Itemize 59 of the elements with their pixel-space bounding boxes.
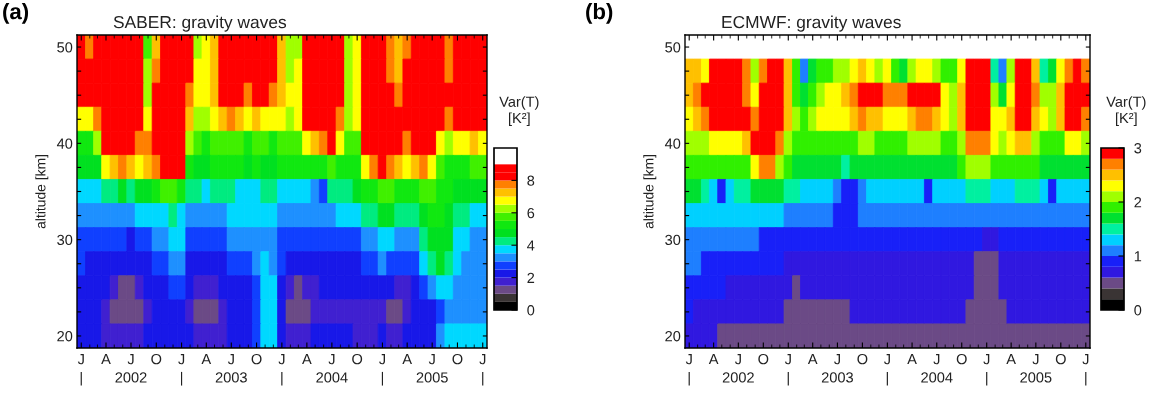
x-tick-label: J 2005 (416, 354, 448, 383)
x-tick-label: O (857, 353, 868, 365)
x-tick-label: J | (883, 354, 890, 386)
x-tick-label: J | (983, 354, 990, 386)
x-tick-label: O (251, 353, 262, 365)
color-bar-label: 4 (527, 240, 535, 251)
x-tick-label: O (352, 353, 363, 365)
x-tick-label: J | (77, 354, 84, 386)
color-bar-title: Var(T) [K²] (1106, 96, 1146, 127)
y-axis-title: altitude [km] (35, 155, 49, 229)
x-tick-label: J 2003 (215, 354, 247, 383)
text: (a) (3, 3, 29, 24)
color-bar-label: 6 (527, 207, 535, 219)
x-tick-label: J | (278, 354, 285, 386)
x-tick-label: J 2002 (722, 354, 754, 383)
color-bar-label: 0 (527, 305, 535, 316)
x-tick-label: J 2005 (1020, 354, 1052, 383)
x-tick-label: A (807, 354, 818, 365)
color-bar-label: 2 (1134, 197, 1142, 208)
color-bar-label: 2 (527, 272, 535, 283)
x-tick-label: O (956, 353, 967, 365)
x-tick-label: O (1055, 353, 1066, 365)
color-bar-label: 0 (1134, 305, 1142, 316)
y-tick-label: 50 (665, 42, 681, 53)
x-tick-label: J | (784, 354, 791, 386)
x-tick-label: J 2004 (921, 354, 953, 383)
x-tick-label: A (907, 354, 917, 365)
x-tick-label: J | (1082, 354, 1089, 386)
chart-title: ECMWF: gravity waves (722, 15, 901, 32)
text: (b) (586, 3, 613, 24)
x-tick-label: A (1006, 354, 1016, 365)
chart-title: SABER: gravity waves (113, 15, 287, 32)
x-tick-label: J 2002 (115, 354, 147, 383)
x-tick-label: J | (379, 354, 385, 386)
x-tick-label: O (452, 353, 463, 365)
color-bar-label: 1 (1134, 251, 1142, 262)
y-tick-label: 40 (664, 138, 681, 149)
x-tick-label: A (708, 354, 719, 365)
x-tick-label: J | (479, 354, 486, 386)
x-tick-label: A (201, 354, 212, 365)
x-tick-label: J | (685, 354, 692, 386)
y-tick-label: 40 (56, 138, 73, 149)
x-tick-label: J 2004 (316, 354, 348, 383)
x-tick-label: A (302, 354, 312, 365)
color-bar-label: 8 (527, 175, 535, 186)
y-tick-label: 30 (665, 234, 681, 246)
color-bar-label: 3 (1134, 143, 1142, 154)
y-tick-label: 50 (57, 42, 73, 53)
x-tick-label: O (151, 353, 162, 365)
y-tick-label: 20 (665, 331, 681, 342)
y-axis-title: altitude [km] (643, 155, 657, 229)
x-tick-label: J | (178, 354, 185, 386)
x-tick-label: O (758, 353, 769, 365)
x-tick-label: A (101, 354, 111, 365)
color-bar-title: Var(T) [K²] (499, 96, 539, 127)
y-tick-label: 20 (57, 331, 73, 342)
x-tick-label: J 2003 (821, 354, 853, 383)
x-tick-label: A (402, 354, 413, 365)
y-tick-label: 30 (57, 234, 73, 246)
